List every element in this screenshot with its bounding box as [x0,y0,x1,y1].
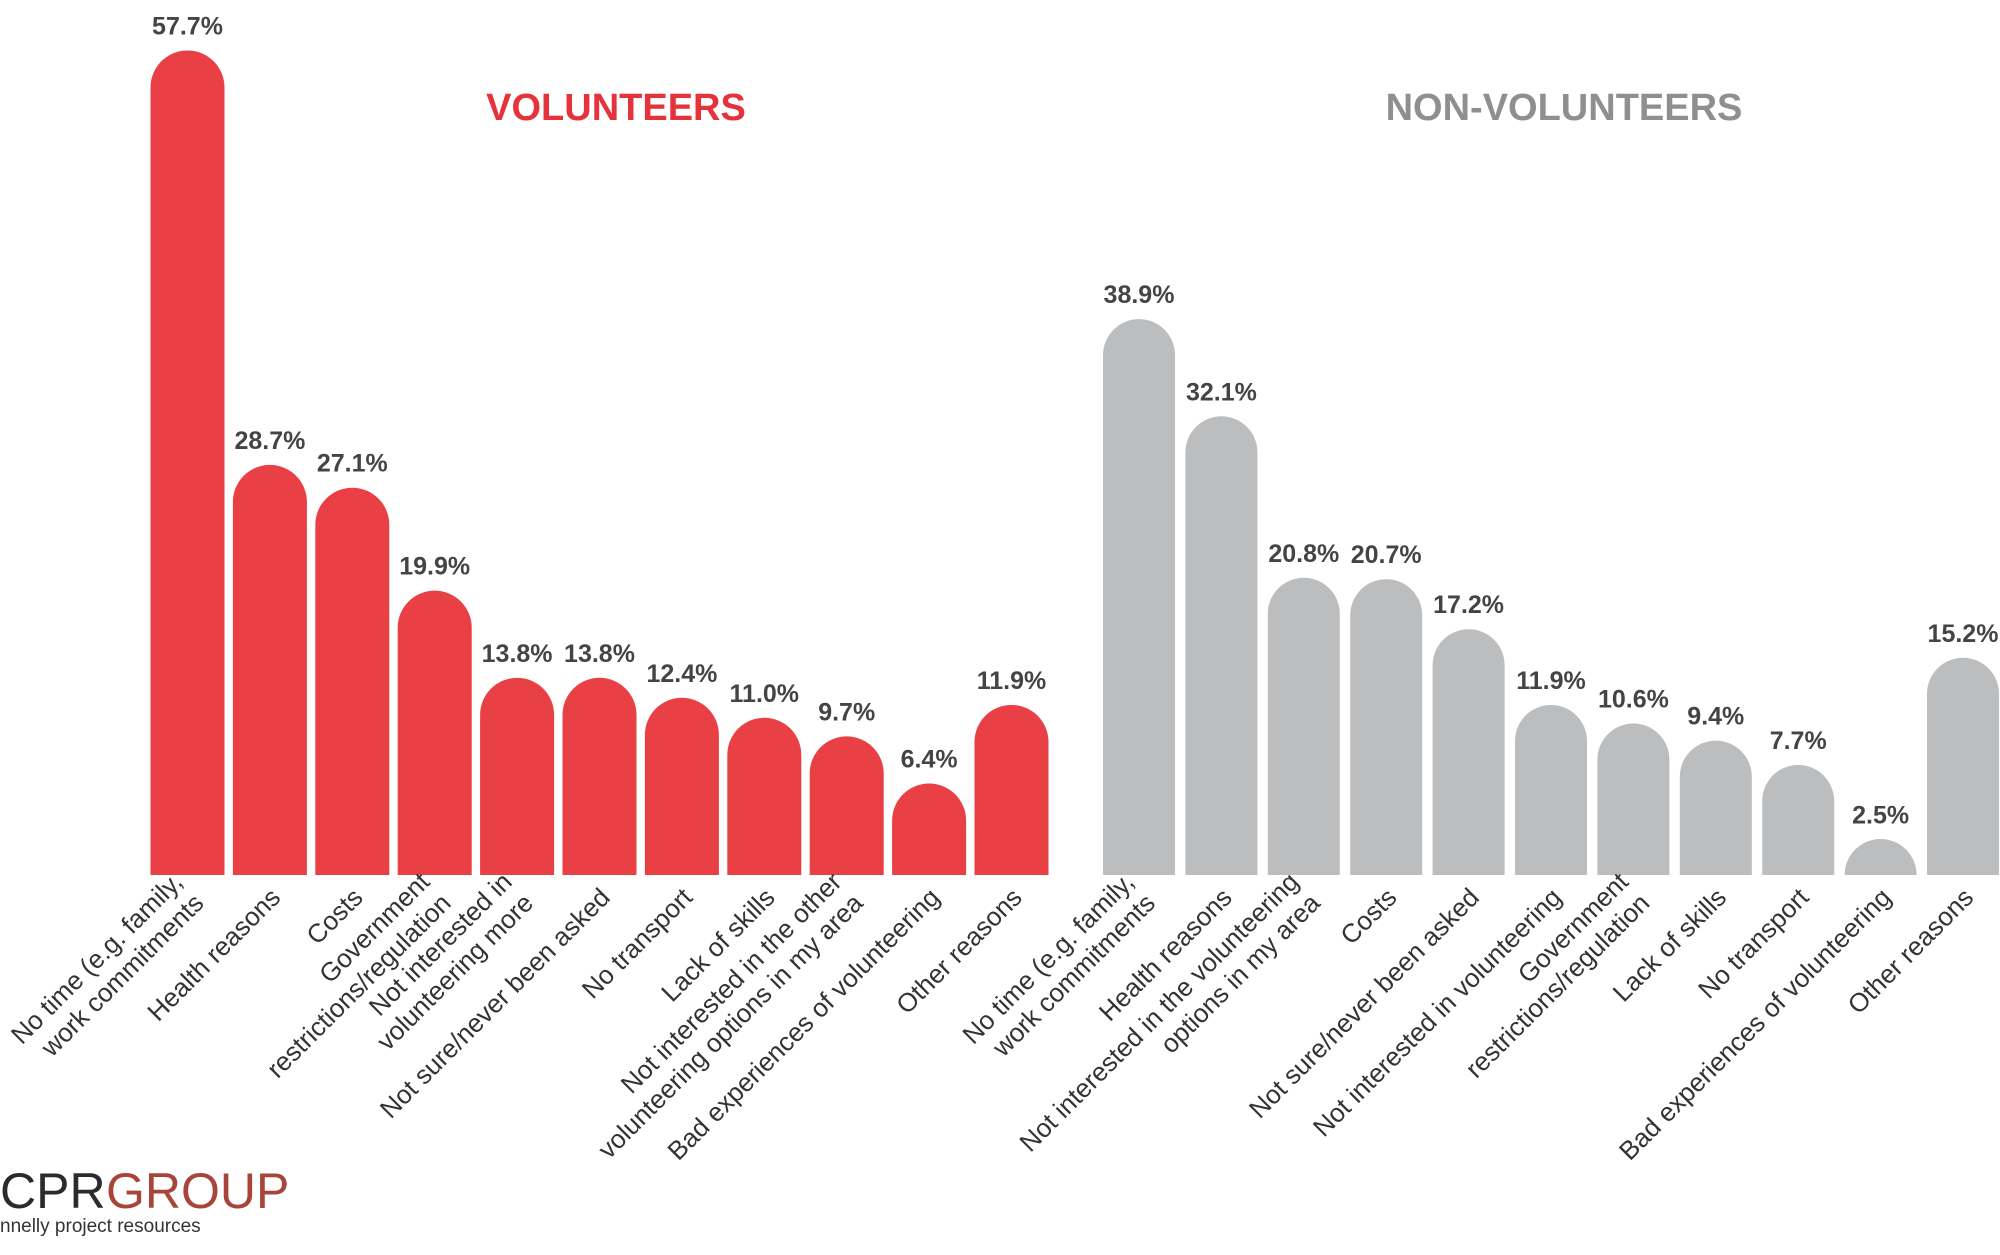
bar [480,677,555,875]
value-label: 9.4% [1687,703,1744,731]
bar [1762,764,1835,875]
bar [1844,839,1917,875]
bar [1927,657,1999,875]
bar [727,717,802,875]
value-label: 20.7% [1351,541,1422,569]
value-label: 20.8% [1268,540,1339,568]
value-label: 11.9% [977,667,1047,695]
bar [1515,704,1587,875]
bar [1185,416,1258,875]
value-label: 12.4% [646,660,717,688]
value-label: 28.7% [234,427,305,455]
bar [1679,740,1752,875]
bar [1267,577,1340,875]
value-label: 57.7% [152,12,223,40]
value-label: 17.2% [1433,591,1504,619]
bar [892,783,967,875]
value-label: 13.8% [482,640,553,668]
value-label: 15.2% [1928,620,1999,648]
bar [644,697,719,875]
bar [315,487,390,875]
value-label: 10.6% [1598,686,1669,714]
logo-word: GROUP [106,1163,289,1219]
value-label: 27.1% [317,450,388,478]
value-label: 11.9% [1516,667,1586,695]
value-label: 7.7% [1770,727,1827,755]
value-label: 6.4% [901,746,958,774]
chart-title: NON-VOLUNTEERS [1386,87,1743,129]
value-label: 38.9% [1104,281,1175,309]
x-tick-label: Costs [1334,882,1402,950]
bar [562,677,637,875]
value-label: 2.5% [1852,801,1909,829]
bar [1350,579,1423,875]
logo-mark: CPR [0,1163,106,1219]
bar [150,50,225,876]
bar [1432,629,1505,875]
value-label: 11.0% [730,680,800,708]
chart-title: VOLUNTEERS [486,87,746,129]
bar [1597,723,1670,875]
value-label: 19.9% [399,553,470,581]
bar [397,590,472,875]
value-label: 32.1% [1186,378,1257,406]
value-label: 13.8% [564,640,635,668]
bar [974,704,1049,875]
x-tick-label: Not interested in the volunteeringoption… [1013,866,1326,1179]
bar [232,464,307,875]
bar [1103,319,1175,875]
logo-tagline: nnelly project resources [0,1216,201,1237]
bar [809,736,884,875]
value-label: 9.7% [818,698,875,726]
